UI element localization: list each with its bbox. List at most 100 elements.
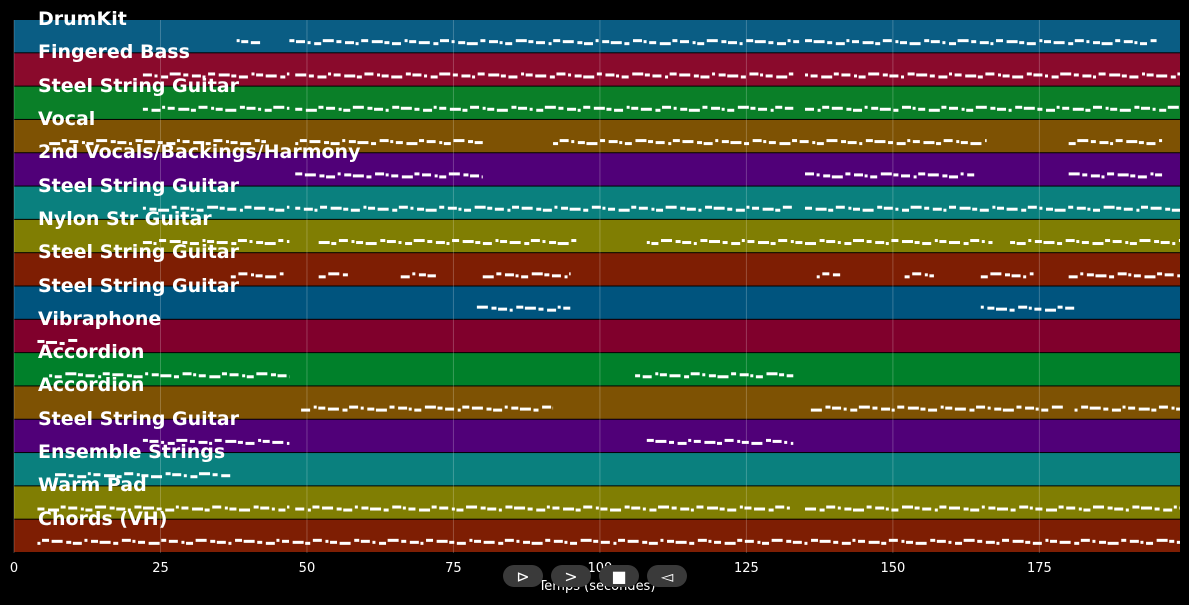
note (196, 208, 204, 212)
note (215, 107, 223, 111)
note (472, 75, 476, 79)
play-button[interactable]: ⊳ (503, 565, 543, 587)
note (1125, 241, 1129, 245)
note (86, 142, 94, 146)
note (868, 540, 880, 544)
note (228, 541, 232, 545)
note (949, 42, 957, 46)
note (932, 207, 942, 211)
track-lane (14, 53, 1180, 86)
note (1076, 240, 1080, 244)
note (486, 407, 492, 411)
note (371, 142, 377, 146)
note (320, 205, 328, 209)
note (348, 140, 356, 144)
note (642, 507, 646, 511)
note (1141, 506, 1153, 510)
note (775, 208, 781, 212)
note (583, 42, 593, 46)
note (218, 73, 230, 77)
note (542, 405, 552, 409)
note (907, 72, 915, 76)
note (1023, 106, 1035, 110)
note (1130, 174, 1136, 178)
note (318, 275, 326, 279)
note (812, 141, 816, 145)
note (669, 72, 677, 76)
note (819, 508, 825, 512)
note (110, 140, 116, 144)
note (929, 74, 935, 78)
note (692, 41, 696, 45)
note (659, 373, 667, 377)
note (768, 141, 776, 145)
note (509, 241, 521, 245)
note (1164, 273, 1174, 277)
note (276, 538, 280, 542)
note (1111, 408, 1121, 412)
track-label: Nylon Str Guitar (38, 207, 212, 230)
tick-label: 175 (1026, 561, 1052, 576)
note (563, 507, 575, 511)
note (546, 505, 550, 509)
forward-button[interactable]: > (551, 565, 591, 587)
note (665, 205, 677, 209)
note (1171, 208, 1180, 212)
note (420, 541, 424, 545)
note (631, 205, 637, 209)
note (521, 72, 525, 76)
stop-icon: ■ (611, 566, 627, 586)
note (186, 541, 194, 545)
note (805, 73, 809, 77)
note (256, 241, 264, 245)
note (144, 140, 156, 144)
note (159, 239, 167, 243)
track-lane (14, 186, 1180, 219)
note (605, 73, 615, 77)
note (286, 240, 290, 244)
note (718, 73, 726, 77)
note (408, 507, 416, 511)
note (575, 508, 581, 512)
note (469, 538, 473, 542)
note (826, 139, 838, 143)
rewind-button[interactable]: ◅ (647, 565, 687, 587)
note (985, 139, 987, 143)
note (325, 539, 329, 543)
track-label: Vibraphone (38, 307, 162, 330)
stop-button[interactable]: ■ (599, 565, 639, 587)
note (866, 240, 872, 244)
note (199, 472, 211, 476)
note (265, 74, 277, 78)
play-icon: ⊳ (516, 566, 530, 586)
track-label: Ensemble Strings (38, 441, 226, 464)
note (216, 241, 228, 245)
note (1103, 407, 1109, 411)
note (414, 107, 420, 111)
tick-label: 150 (880, 561, 906, 576)
note (367, 106, 373, 110)
note (392, 105, 400, 109)
note (965, 74, 977, 78)
note (727, 508, 737, 512)
note (149, 207, 157, 211)
note (1090, 174, 1100, 178)
note (758, 241, 770, 245)
note (825, 405, 831, 409)
note (1011, 274, 1021, 278)
note (672, 139, 680, 143)
track-lane (14, 353, 1180, 386)
note (642, 540, 648, 544)
note (240, 142, 252, 146)
note (981, 240, 985, 244)
note (595, 39, 599, 43)
note (261, 140, 266, 144)
note (374, 107, 384, 111)
note (372, 540, 376, 544)
note (190, 207, 194, 211)
note (564, 275, 568, 279)
note (562, 40, 574, 44)
note (970, 508, 980, 512)
note (574, 74, 582, 78)
